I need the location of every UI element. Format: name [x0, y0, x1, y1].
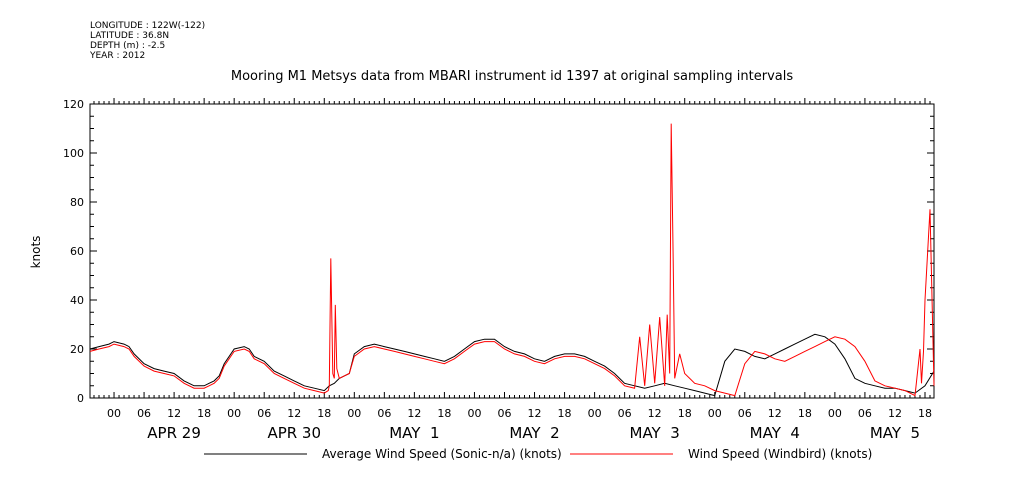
- y-tick-label: 100: [63, 147, 84, 160]
- x-tick-label: 06: [618, 407, 632, 420]
- y-tick-label: 0: [77, 392, 84, 405]
- x-tick-label: 06: [377, 407, 391, 420]
- day-label: MAY 2: [509, 424, 559, 442]
- x-axis: 00 06 12 18 00 06 12 18 00 06 12 18 00 06 12 18 00 06 12 18…: [93, 98, 932, 442]
- x-tick-label: 18: [437, 407, 451, 420]
- day-label: MAY 4: [750, 424, 800, 442]
- x-tick-label: 12: [407, 407, 421, 420]
- series-windbird-wind-speed: [89, 123, 935, 397]
- x-tick-label: 00: [828, 407, 842, 420]
- x-tick-label: 18: [798, 407, 812, 420]
- legend-label: Wind Speed (Windbird) (knots): [688, 447, 872, 461]
- series-average-wind-speed: [89, 333, 935, 397]
- day-label: APR 30: [267, 424, 321, 442]
- y-tick-label: 20: [70, 343, 84, 356]
- day-label: MAY 3: [630, 424, 680, 442]
- x-tick-label: 06: [858, 407, 872, 420]
- legend-label: Average Wind Speed (Sonic-n/a) (knots): [322, 447, 562, 461]
- chart-title: Mooring M1 Metsys data from MBARI instru…: [231, 69, 793, 84]
- x-tick-label: 12: [888, 407, 902, 420]
- year-label: YEAR : 2012: [90, 51, 146, 61]
- legend: Average Wind Speed (Sonic-n/a) (knots) Wi…: [204, 447, 872, 461]
- x-tick-label: 12: [528, 407, 542, 420]
- x-tick-label: 12: [167, 407, 181, 420]
- x-tick-label: 00: [107, 407, 121, 420]
- y-tick-label: 60: [70, 245, 84, 258]
- x-tick-label: 12: [287, 407, 301, 420]
- plot-frame: [89, 103, 935, 399]
- day-label: MAY 1: [389, 424, 439, 442]
- series-layer: [89, 123, 935, 397]
- x-tick-label: 06: [137, 407, 151, 420]
- x-tick-label: 00: [708, 407, 722, 420]
- x-tick-label: 00: [588, 407, 602, 420]
- x-tick-label: 18: [678, 407, 692, 420]
- y-tick-label: 120: [63, 98, 84, 111]
- x-tick-label: 18: [558, 407, 572, 420]
- y-tick-label: 40: [70, 294, 84, 307]
- metadata-block: LONGITUDE : 122W(-122) LATITUDE : 36.8N …: [90, 21, 205, 61]
- x-tick-label: 06: [497, 407, 511, 420]
- x-tick-label: 18: [317, 407, 331, 420]
- x-tick-label: 00: [467, 407, 481, 420]
- x-tick-label: 00: [347, 407, 361, 420]
- day-label: MAY 5: [870, 424, 920, 442]
- longitude-label: LONGITUDE : 122W(-122): [90, 21, 206, 31]
- x-tick-label: 00: [227, 407, 241, 420]
- x-tick-label: 12: [768, 407, 782, 420]
- x-tick-label: 06: [257, 407, 271, 420]
- y-tick-label: 80: [70, 196, 84, 209]
- y-axis-label: knots: [29, 236, 43, 269]
- x-tick-label: 12: [648, 407, 662, 420]
- x-tick-label: 18: [197, 407, 211, 420]
- depth-label: DEPTH (m) : -2.5: [90, 41, 166, 51]
- day-label: APR 29: [147, 424, 201, 442]
- latitude-label: LATITUDE : 36.8N: [90, 31, 170, 41]
- y-axis: 0 20 40 60 80 100 120: [63, 98, 934, 405]
- x-tick-label: 06: [738, 407, 752, 420]
- x-tick-label: 18: [918, 407, 932, 420]
